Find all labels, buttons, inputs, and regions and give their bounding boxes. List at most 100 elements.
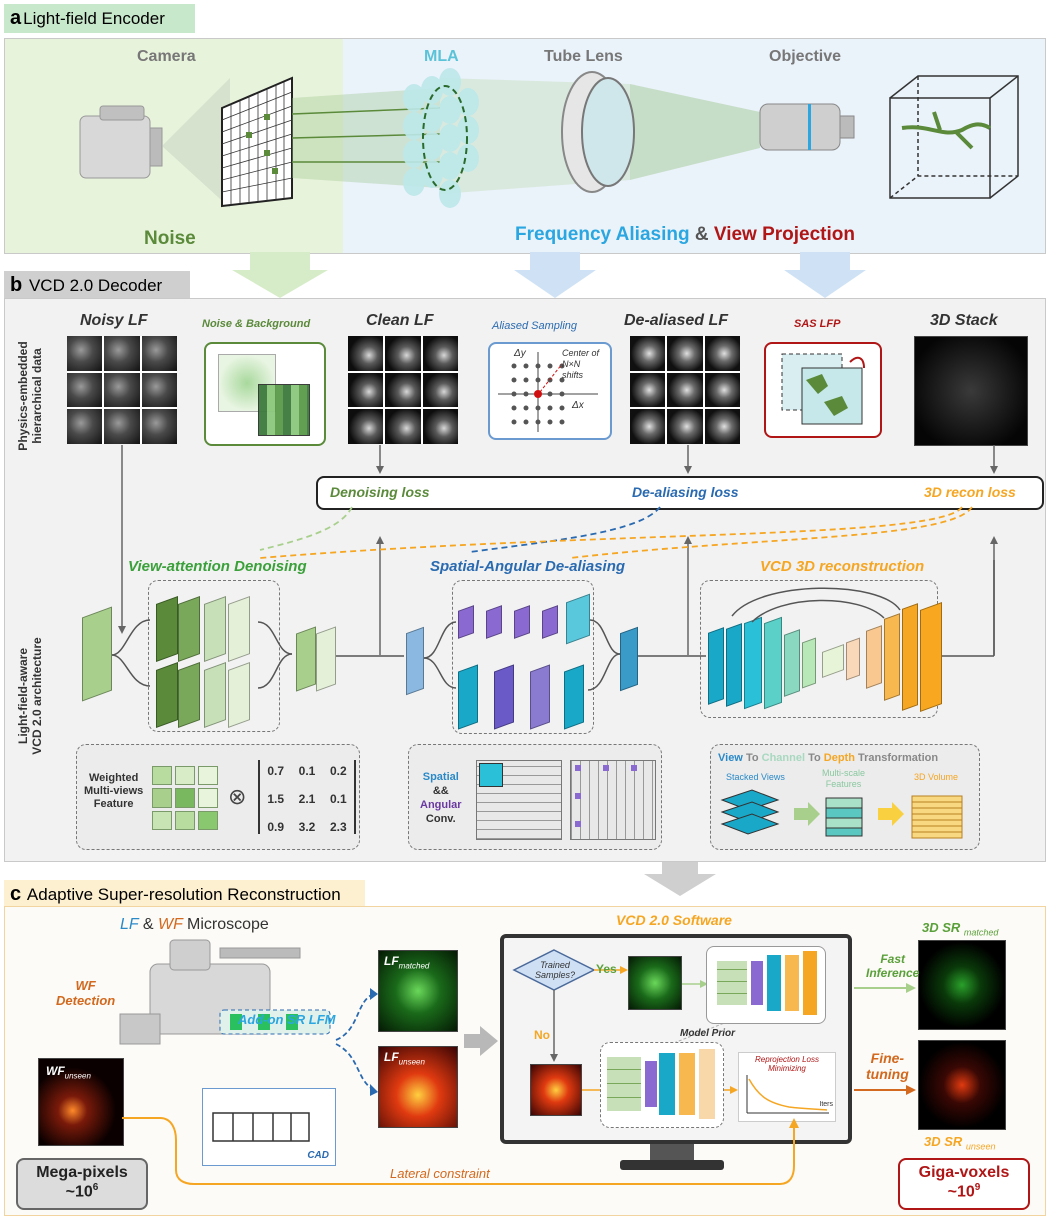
encoder-illustration (79, 68, 1019, 208)
aliased-sampling-title: Aliased Sampling (492, 320, 577, 332)
sas-lfp-box (764, 342, 882, 438)
denoising-loss: Denoising loss (330, 484, 430, 500)
wf-detection-label: WF Detection (56, 978, 116, 1008)
no-label: No (534, 1028, 550, 1042)
sas-lfp-illustration (781, 353, 865, 425)
noise-patch (258, 384, 310, 436)
noisy-lf-title: Noisy LF (80, 312, 148, 329)
unseen-sample-image (530, 1064, 582, 1116)
software-flow (512, 949, 743, 1094)
angular-conv-grid (570, 760, 656, 840)
denoise-block-group (148, 580, 280, 732)
camera-label: Camera (137, 48, 196, 65)
module-denoise-title: View-attention Denoising (128, 558, 307, 575)
dealiasing-loss: De-aliasing loss (632, 484, 739, 500)
dealiased-lf-image (630, 336, 740, 444)
a-to-b-arrows (232, 252, 866, 298)
decision-text: Trained Samples? (534, 960, 576, 980)
decoder-connectors (118, 445, 998, 655)
volume-3d-label: 3D Volume (914, 772, 959, 782)
module-recon-title: VCD 3D reconstruction (760, 558, 925, 575)
loss-curve (746, 1075, 829, 1114)
clean-lf-title: Clean LF (366, 312, 434, 329)
aliasing-projection-label: Frequency Aliasing & View Projection (515, 224, 855, 245)
lateral-constraint-label: Lateral constraint (390, 1166, 490, 1181)
recon-loss: 3D recon loss (924, 484, 1016, 500)
network-flow-lines (111, 560, 995, 691)
weighted-feature-label: Weighted Multi-views Feature (84, 772, 144, 810)
tube-lens-icon (561, 71, 635, 193)
section-b-tag: b VCD 2.0 Decoder (4, 271, 190, 300)
microscope-title: LF & WF Microscope (120, 916, 269, 933)
reproj-loss-box: Reprojection Loss Minimizing Iters (738, 1052, 836, 1122)
wf-unseen-label: WFunseen (46, 1064, 91, 1081)
stack-3d-title: 3D Stack (930, 312, 998, 329)
fast-inference-label: Fast Inference (866, 952, 920, 980)
microscope-to-lf-arrows (335, 988, 378, 1096)
objective-icon (759, 103, 855, 151)
sensor-grid-icon (221, 76, 293, 208)
loss-bar (316, 476, 1044, 510)
vtcd-illustration (720, 789, 963, 839)
camera-icon (79, 105, 163, 179)
encoder-panel (4, 38, 1046, 254)
otimes-symbol: ⊗ (228, 784, 247, 809)
dealiased-lf-title: De-aliased LF (624, 312, 729, 329)
sample-cube-icon (889, 75, 1019, 199)
weighted-feature-box (76, 744, 360, 850)
spatial-conv-grid (476, 760, 562, 840)
lf-to-software-arrow (464, 1026, 498, 1056)
fine-tuning-label: Fine- tuning (866, 1050, 909, 1082)
finetune-net-box (600, 1042, 724, 1128)
noise-label: Noise (144, 228, 196, 249)
sr-unseen-label: 3D SR unseen (924, 1134, 996, 1152)
matched-sample-image (628, 956, 682, 1010)
sampling-lattice (498, 352, 598, 432)
lf-unseen-label: LFunseen (384, 1050, 425, 1067)
section-a-tag: a Light-field Encoder (4, 4, 195, 33)
sr-matched-image (918, 940, 1006, 1030)
sas-lfp-title: SAS LFP (794, 318, 841, 330)
microscope-illustration (119, 939, 331, 1045)
lf-matched-image (378, 950, 458, 1032)
b-to-c-arrow (644, 862, 716, 896)
lf-matched-label: LFmatched (384, 954, 430, 971)
wf-unseen-image (38, 1058, 124, 1146)
weight-grid (152, 766, 218, 830)
sr-matched-label: 3D SR matched (922, 920, 999, 938)
monitor-base (620, 1160, 724, 1170)
tube-lens-label: Tube Lens (544, 48, 623, 65)
module-dealias-title: Spatial-Angular De-aliasing (430, 558, 626, 575)
optics-region (343, 39, 1045, 253)
objective-label: Objective (769, 48, 842, 65)
cad-box: CAD (202, 1088, 336, 1166)
noise-bg-title: Noise & Background (202, 318, 311, 330)
cad-label: CAD (307, 1150, 329, 1161)
delta-x: Δx (572, 400, 584, 411)
lf-unseen-image (378, 1046, 458, 1128)
multiscale-label: Multi-scale Features (822, 768, 866, 789)
spatial-angular-label: Spatial && Angular Conv. (420, 771, 462, 825)
addon-lfm-icon (219, 1009, 331, 1035)
output-arrows (854, 983, 916, 1095)
giga-voxels-box: Giga-voxels ~109 (898, 1158, 1030, 1210)
aliased-sampling-box: Δy Δx Center of N×N shifts (488, 342, 612, 440)
iters-label: Iters (819, 1101, 833, 1108)
clean-lf-image (348, 336, 458, 444)
weight-matrix: 0.7 0.1 0.2 1.5 2.1 0.1 0.9 3.2 2.3 (258, 760, 356, 834)
stack-3d-image (914, 336, 1028, 446)
monitor-stand (650, 1144, 694, 1162)
mla-label: MLA (424, 48, 459, 65)
mla-icon (403, 68, 479, 208)
noisy-lf-image (67, 336, 177, 444)
software-title: VCD 2.0 Software (616, 912, 732, 928)
delta-y: Δy (514, 348, 526, 359)
cad-drawing (212, 1112, 310, 1142)
mega-pixels-box: Mega-pixels ~106 (16, 1158, 148, 1210)
model-prior-box (706, 946, 826, 1024)
dealias-block-group (452, 580, 594, 734)
model-prior-label: Model Prior (680, 1028, 736, 1039)
addon-label: Add-on SR LFM (238, 1012, 336, 1027)
stacked-views-label: Stacked Views (726, 772, 785, 782)
yes-label: Yes (596, 962, 617, 976)
